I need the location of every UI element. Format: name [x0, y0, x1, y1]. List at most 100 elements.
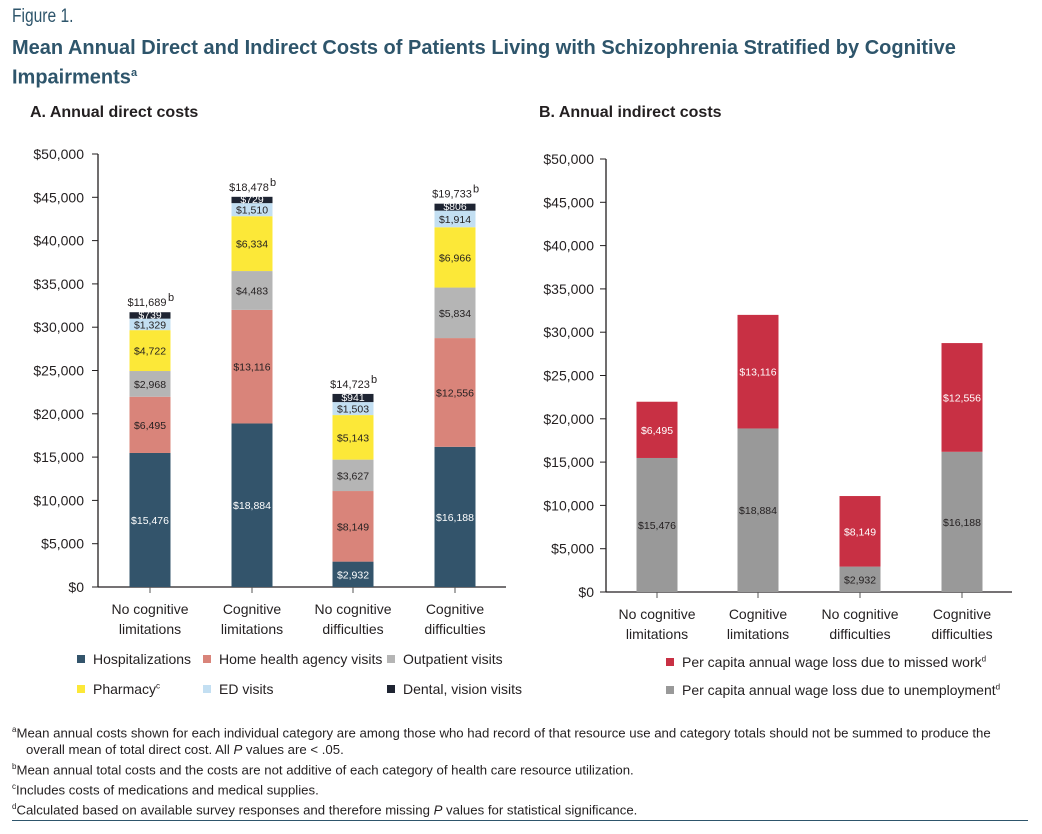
- direct-y-tick-label: $45,000: [33, 189, 84, 205]
- footnote-text: Mean annual costs shown for each individ…: [16, 725, 991, 741]
- footnote-d: dCalculated based on available survey re…: [12, 799, 1037, 819]
- indirect-segment-label: $8,149: [844, 526, 876, 538]
- indirect-y-tick-label: $25,000: [543, 368, 594, 384]
- indirect-bar-segment: [636, 401, 678, 458]
- indirect-segment-label: $16,188: [943, 517, 981, 529]
- direct-bar-segment: [231, 309, 273, 424]
- indirect-bar-segment: [839, 566, 881, 592]
- direct-segment-label: $6,334: [236, 239, 268, 251]
- footnote-text: Mean annual total costs and the costs ar…: [16, 761, 634, 777]
- footnote-a: aMean annual costs shown for each indivi…: [12, 722, 1037, 742]
- indirect-segment-label: $2,932: [844, 574, 876, 586]
- legend-label: Hospitalizations: [93, 651, 192, 667]
- indirect-y-tick-label: $15,000: [543, 454, 594, 470]
- direct-bar-segment: [231, 196, 273, 204]
- direct-segment-label: $3,627: [337, 470, 369, 482]
- direct-category-label: limitations: [119, 621, 181, 637]
- direct-total-label: $11,689: [128, 297, 167, 309]
- direct-y-tick-label: $5,000: [41, 536, 84, 552]
- direct-bar-segment: [434, 203, 476, 211]
- legend-swatch: [77, 685, 85, 694]
- direct-y-tick-label: $30,000: [33, 319, 84, 335]
- direct-bar-segment: [332, 491, 374, 562]
- direct-segment-label: $4,483: [236, 285, 268, 297]
- direct-segment-label: $941: [341, 392, 365, 404]
- direct-bar-segment: [332, 561, 374, 587]
- direct-bar-segment: [332, 402, 374, 416]
- direct-segment-label: $1,503: [337, 404, 369, 416]
- direct-y-tick-label: $10,000: [33, 492, 84, 508]
- indirect-bar-segment: [839, 496, 881, 567]
- direct-category-label: difficulties: [322, 621, 383, 637]
- direct-segment-label: $729: [240, 194, 264, 206]
- direct-segment-label: $15,476: [131, 515, 169, 527]
- indirect-y-tick-label: $50,000: [543, 151, 594, 167]
- direct-segment-label: $18,884: [233, 500, 271, 512]
- legend-label: Dental, vision visits: [403, 681, 523, 697]
- legend-sup: c: [156, 681, 161, 691]
- direct-bar-segment: [129, 312, 171, 319]
- indirect-category-label: Cognitive: [933, 606, 992, 622]
- legend-swatch: [203, 655, 211, 664]
- legend-swatch: [666, 686, 674, 695]
- direct-bar-segment: [129, 452, 171, 587]
- indirect-y-tick-label: $30,000: [543, 324, 594, 340]
- indirect-segment-label: $18,884: [739, 505, 777, 517]
- direct-segment-label: $6,966: [439, 252, 471, 264]
- indirect-category-label: difficulties: [829, 626, 890, 642]
- legend-swatch: [203, 685, 211, 694]
- direct-category-label: limitations: [221, 621, 283, 637]
- direct-category-label: Cognitive: [223, 601, 282, 617]
- footnote-marker: b: [12, 761, 17, 771]
- footnotes: aMean annual costs shown for each indivi…: [12, 722, 1037, 819]
- direct-segment-label: $4,722: [134, 346, 166, 358]
- footnote-text: Calculated based on available survey res…: [16, 801, 434, 817]
- legend-swatch: [77, 655, 85, 664]
- figure-label: Figure 1.: [12, 6, 74, 27]
- footnote-text: values are < .05.: [242, 741, 344, 757]
- direct-category-label: No cognitive: [111, 601, 188, 617]
- legend-label: ED visits: [219, 681, 274, 697]
- indirect-category-label: limitations: [626, 626, 688, 642]
- footnote-text: overall mean of total direct cost. All: [26, 741, 234, 757]
- direct-y-tick-label: $35,000: [33, 276, 84, 292]
- direct-bar-segment: [434, 227, 476, 288]
- direct-bar-segment: [129, 371, 171, 397]
- legend-label: Pharmacy: [93, 681, 157, 697]
- footnote-marker: d: [12, 801, 17, 811]
- direct-bar-segment: [332, 459, 374, 492]
- direct-y-tick-label: $0: [68, 579, 84, 595]
- footnote-c: cIncludes costs of medications and medic…: [12, 779, 1037, 799]
- indirect-bar-segment: [941, 451, 983, 592]
- direct-bar-segment: [129, 318, 171, 331]
- direct-total-label: $19,733: [432, 189, 472, 201]
- direct-bar-segment: [129, 396, 171, 453]
- footnote-a-cont: overall mean of total direct cost. All P…: [12, 742, 1037, 759]
- legend-item-pharmacy: Pharmacyc: [77, 681, 160, 697]
- direct-bar-segment: [231, 216, 273, 272]
- indirect-bar-segment: [737, 314, 779, 429]
- legend-label: Per capita annual wage loss due to misse…: [682, 654, 982, 670]
- indirect-segment-label: $15,476: [638, 520, 676, 532]
- direct-segment-label: $739: [138, 309, 162, 321]
- direct-total-sup: b: [371, 374, 377, 386]
- indirect-category-label: difficulties: [931, 626, 992, 642]
- direct-segment-label: $5,834: [439, 308, 471, 320]
- direct-total-label: $14,723: [330, 379, 370, 391]
- legend-label: Home health agency visits: [219, 651, 383, 667]
- direct-y-tick-label: $15,000: [33, 449, 84, 465]
- direct-bar-segment: [231, 423, 273, 587]
- legend-item-outpatient: Outpatient visits: [387, 651, 503, 667]
- direct-segment-label: $2,968: [134, 379, 166, 391]
- indirect-y-tick-label: $45,000: [543, 194, 594, 210]
- direct-bar-segment: [332, 393, 374, 403]
- indirect-segment-label: $13,116: [739, 367, 776, 379]
- direct-bar-segment: [332, 415, 374, 460]
- indirect-y-tick-label: $35,000: [543, 281, 594, 297]
- direct-segment-label: $2,932: [337, 569, 369, 581]
- direct-segment-label: $1,914: [439, 214, 471, 226]
- indirect-y-tick-label: $10,000: [543, 497, 594, 513]
- direct-bar-segment: [434, 287, 476, 339]
- direct-segment-label: $1,329: [134, 319, 166, 331]
